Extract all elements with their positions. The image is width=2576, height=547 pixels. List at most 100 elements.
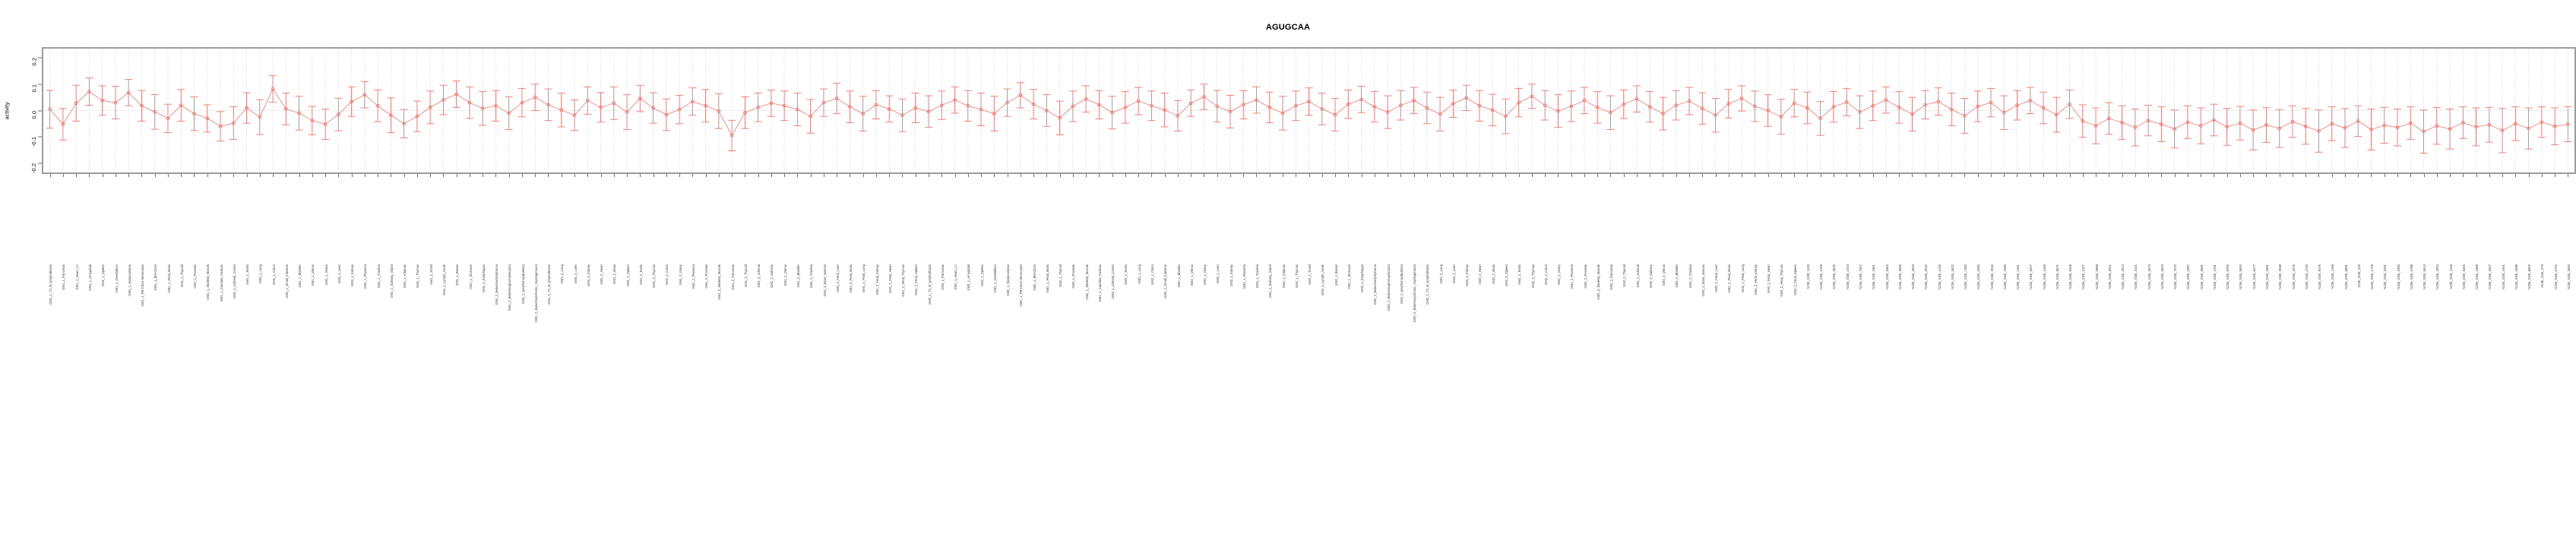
x-tick-label: GM1_2_Pancreas: [730, 264, 735, 290]
x-tick-label: GM1_1_Adipose: [403, 264, 407, 289]
x-tick-mark: [1177, 174, 1179, 177]
x-tick-mark: [181, 174, 182, 177]
x-tick-mark: [1229, 174, 1231, 177]
x-tick-mark: [771, 174, 772, 177]
x-tick-label: GM2_1_Hippocampus: [1006, 264, 1011, 296]
x-tick-mark: [2004, 174, 2005, 177]
x-tick-mark: [535, 174, 536, 177]
x-tick-label: NCBI_GSE_3585: [1897, 264, 1902, 289]
x-tick-mark: [1531, 174, 1533, 177]
x-tick-label: GM1_2_Liver: [573, 264, 578, 284]
x-tick-mark: [640, 174, 641, 177]
x-tick-label: GM2_1_Breast: [1334, 264, 1338, 286]
x-tick-label: GM2_1_PB-CD14-Monocytes: [1019, 264, 1024, 307]
x-tick-label: GM2_2_Uterus: [1661, 264, 1666, 286]
x-tick-label: NCBI_GSE_2603: [1910, 264, 1915, 289]
x-tick-mark: [1440, 174, 1441, 177]
x-tick-label: GM2_1_Uterus: [1189, 264, 1194, 286]
x-tick-label: GM2_2_Salivary: [1648, 264, 1653, 288]
x-tick-mark: [994, 174, 995, 177]
x-tick-label: GM1_2_Colon: [665, 264, 669, 286]
x-tick-label: NCBI_GSE_2990: [2002, 264, 2007, 289]
x-tick-label: GM1_1_Testis: [245, 264, 250, 285]
x-tick-mark: [1099, 174, 1100, 177]
x-tick-label: GM2_1_Placenta: [1242, 264, 1246, 289]
x-tick-label: GM2_1_Adipose: [1281, 264, 1286, 289]
x-tick-mark: [1715, 174, 1717, 177]
x-tick-mark: [62, 174, 64, 177]
x-tick-label: GM1_2_Skeletal_Muscle: [717, 264, 722, 300]
x-tick-label: GM2_2_Liver: [1451, 264, 1456, 284]
x-tick-label: GM2_1_BM-CD34: [1032, 264, 1036, 291]
x-tick-label: GM2_2_Kidney: [1465, 264, 1470, 286]
x-tick-label: GM2_1_Lymph_Node: [1321, 264, 1325, 296]
x-tick-label: GM2_1_Fetal_Brain: [1045, 264, 1049, 293]
x-tick-mark: [1977, 174, 1979, 177]
x-tick-label: NCBI_GSE_5900: [2239, 264, 2243, 289]
x-tick-mark: [1990, 174, 1992, 177]
x-tick-label: NCBI_GSE_2004: [2435, 264, 2440, 289]
x-tick-mark: [1492, 174, 1494, 177]
x-tick-mark: [1321, 174, 1323, 177]
x-tick-label: NCBI_GSE_2658: [2278, 264, 2283, 289]
x-tick-mark: [2253, 174, 2255, 177]
x-tick-mark: [758, 174, 759, 177]
x-tick-label: GM1_1_Small_Intestine: [284, 264, 289, 299]
x-tick-mark: [902, 174, 903, 177]
x-tick-label: GM2_2_leukemia(chronic_myelogenous): [1413, 264, 1417, 323]
x-tick-label: NCBI_GSE_2109: [1819, 264, 1824, 289]
x-tick-label: NCBI_GSE_1159: [2331, 264, 2335, 289]
x-tick-label: GM1_2_Salivary: [770, 264, 774, 288]
x-tick-mark: [1269, 174, 1271, 177]
x-tick-label: GM1_2_Adrenal: [757, 264, 761, 288]
x-tick-mark: [2423, 174, 2425, 177]
x-tick-label: GM1_1_Thymus: [416, 264, 420, 288]
x-tick-label: NCBI_GSE_5788: [2409, 264, 2413, 289]
x-tick-label: GM2_2_Bladder: [1675, 264, 1679, 288]
x-tick-mark: [508, 174, 510, 177]
x-tick-label: GM2_2_leukemia/lymphoma: [1373, 264, 1378, 305]
x-tick-mark: [167, 174, 169, 177]
x-tick-label: GM2_1_Stomach: [1347, 264, 1351, 289]
x-tick-mark: [1636, 174, 1638, 177]
x-tick-mark: [338, 174, 340, 177]
x-tick-mark: [2371, 174, 2372, 177]
x-tick-mark: [1545, 174, 1546, 177]
x-tick-mark: [587, 174, 589, 177]
x-tick-label: GM1_2_Kidney: [586, 264, 590, 286]
x-tick-mark: [2450, 174, 2451, 177]
x-tick-label: GM1_2_Fetal_Spleen: [914, 264, 919, 296]
x-tick-mark: [1951, 174, 1953, 177]
x-tick-label: GM1_1_Uterus: [311, 264, 315, 286]
x-tick-mark: [2515, 174, 2517, 177]
x-tick-mark: [718, 174, 720, 177]
x-tick-label: NCBI_GSE_7390: [1963, 264, 1967, 289]
x-tick-label: GM1_1_BM-CD34: [153, 264, 158, 291]
x-tick-mark: [1413, 174, 1415, 177]
x-tick-mark: [1872, 174, 1874, 177]
x-tick-label: GM2_2_Skeletal_Muscle: [1596, 264, 1600, 300]
x-tick-mark: [1610, 174, 1612, 177]
x-tick-label: NCBI_GSE_5406: [2461, 264, 2466, 289]
x-tick-label: GM1_1_Fetal_Brain: [166, 264, 171, 293]
x-tick-label: GM2_2_Testis: [1517, 264, 1522, 285]
x-tick-mark: [1072, 174, 1074, 177]
x-tick-label: NCBI_GSE_6532: [1924, 264, 1929, 289]
y-tick-mark: [38, 136, 42, 138]
x-tick-mark: [2410, 174, 2412, 177]
x-tick-mark: [351, 174, 353, 177]
x-tick-label: GM1_2_Ovary: [678, 264, 682, 286]
x-tick-label: NCBI_GSE_7307: [1858, 264, 1862, 289]
x-tick-label: GM1_1_Spleen: [101, 264, 106, 287]
x-tick-label: GM1_2_Thyroid: [743, 264, 748, 288]
x-tick-mark: [299, 174, 300, 177]
x-tick-mark: [443, 174, 445, 177]
x-tick-label: NCBI_GSE_1729: [2369, 264, 2374, 289]
x-tick-mark: [2397, 174, 2398, 177]
x-tick-label: NCBI_GSE_3307: [2488, 264, 2492, 289]
x-tick-label: GM1_2_Fetal_Lung: [862, 264, 866, 293]
x-tick-mark: [207, 174, 208, 177]
x-tick-label: GM2_2_Trachea: [1688, 264, 1692, 289]
x-tick-label: GM1_2_Fetal_Kidney: [875, 264, 879, 296]
x-tick-label: GM2_1_Prostate: [1071, 264, 1076, 289]
